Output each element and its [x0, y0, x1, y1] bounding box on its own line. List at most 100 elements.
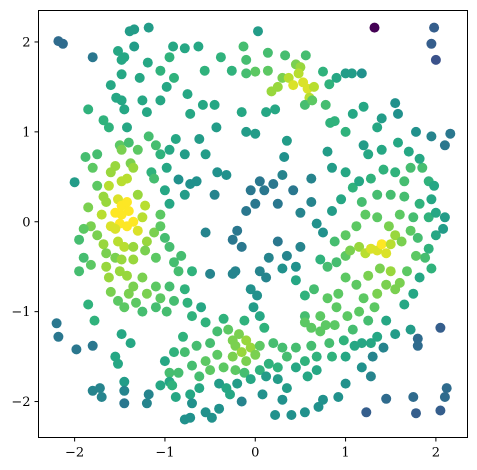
scatter-point-274 [87, 340, 98, 351]
scatter-point-355 [360, 209, 371, 220]
scatter-point-23 [199, 65, 210, 76]
scatter-point-360 [423, 212, 434, 223]
scatter-point-312 [331, 302, 342, 313]
scatter-point-117 [200, 149, 211, 160]
scatter-point-348 [412, 232, 423, 243]
scatter-point-259 [236, 396, 247, 407]
scatter-point-419 [277, 170, 288, 180]
scatter-point-395 [250, 198, 261, 209]
scatter-point-264 [185, 412, 196, 423]
scatter-point-417 [306, 173, 317, 184]
y-tick-label: −1 [11, 305, 30, 320]
scatter-point-155 [141, 236, 152, 247]
x-tick-label: 2 [432, 446, 440, 461]
scatter-point-99 [105, 167, 116, 178]
scatter-point-421 [361, 407, 372, 418]
scatter-point-21 [164, 52, 175, 63]
scatter-point-185 [169, 295, 179, 306]
scatter-point-207 [245, 342, 256, 353]
scatter-point-401 [288, 185, 299, 196]
scatter-point-440 [311, 365, 322, 376]
scatter-point-330 [290, 275, 301, 286]
scatter-point-85 [376, 113, 387, 124]
scatter-point-70 [236, 107, 247, 118]
scatter-point-322 [414, 272, 425, 283]
scatter-point-199 [200, 317, 211, 328]
scatter-point-400 [295, 207, 306, 218]
scatter-point-93 [92, 149, 103, 160]
scatter-point-201 [218, 313, 229, 324]
scatter-point-237 [272, 362, 283, 373]
scatter-point-230 [194, 371, 205, 382]
scatter-point-349 [423, 243, 434, 254]
scatter-point-128 [92, 180, 103, 191]
scatter-point-374 [365, 173, 376, 184]
scatter-point-384 [393, 137, 403, 148]
scatter-point-227 [164, 367, 175, 378]
scatter-point-175 [103, 272, 114, 283]
scatter-point-257 [257, 389, 268, 400]
scatter-point-208 [236, 347, 247, 358]
scatter-point-174 [101, 261, 112, 272]
scatter-point-361 [430, 207, 441, 218]
scatter-point-6 [430, 54, 441, 65]
scatter-point-247 [170, 392, 181, 402]
scatter-point-182 [150, 281, 161, 292]
scatter-point-176 [114, 266, 125, 277]
scatter-point-409 [252, 290, 263, 301]
scatter-point-303 [385, 266, 396, 277]
scatter-point-97 [123, 137, 134, 148]
x-tick-label: −2 [65, 446, 84, 461]
scatter-point-231 [205, 365, 216, 376]
scatter-point-67 [197, 99, 208, 110]
scatter-point-91 [439, 140, 450, 151]
scatter-point-75 [281, 135, 292, 146]
scatter-point-189 [113, 295, 123, 306]
scatter-point-30 [253, 26, 263, 37]
scatter-point-240 [125, 338, 136, 349]
scatter-point-154 [128, 241, 139, 252]
scatter-point-8 [129, 24, 140, 35]
y-tick-label: 2 [22, 35, 30, 50]
scatter-point-385 [403, 146, 414, 157]
scatter-point-438 [290, 362, 301, 373]
scatter-point-120 [209, 189, 220, 200]
scatter-point-48 [324, 79, 335, 90]
scatter-point-394 [241, 206, 252, 216]
scatter-point-0 [369, 22, 380, 33]
scatter-point-347 [405, 225, 416, 236]
scatter-point-436 [333, 392, 344, 402]
scatter-point-383 [376, 144, 387, 155]
scatter-point-64 [161, 81, 172, 92]
scatter-point-393 [236, 241, 247, 252]
scatter-point-71 [241, 126, 252, 137]
scatter-point-324 [420, 252, 431, 263]
scatter-point-405 [261, 272, 272, 283]
scatter-point-68 [209, 99, 220, 110]
scatter-point-248 [185, 389, 196, 400]
scatter-point-428 [435, 322, 446, 333]
scatter-point-439 [302, 371, 313, 382]
scatter-point-2 [57, 38, 68, 49]
scatter-point-359 [408, 212, 419, 223]
scatter-point-161 [116, 254, 127, 265]
scatter-point-47 [318, 66, 328, 77]
scatter-point-105 [128, 162, 139, 173]
scatter-point-267 [286, 410, 297, 420]
scatter-point-55 [119, 104, 130, 115]
scatter-point-309 [340, 272, 351, 283]
scatter-point-194 [161, 306, 172, 317]
scatter-point-301 [372, 288, 383, 299]
scatter-point-415 [318, 227, 328, 238]
scatter-point-425 [435, 405, 446, 416]
scatter-point-375 [378, 164, 389, 175]
scatter-point-318 [390, 329, 401, 340]
scatter-point-391 [232, 225, 243, 236]
scatter-point-334 [322, 261, 333, 272]
scatter-point-326 [402, 266, 412, 277]
scatter-point-389 [327, 162, 337, 173]
scatter-point-432 [367, 351, 378, 362]
scatter-point-358 [394, 209, 405, 220]
scatter-point-144 [137, 212, 148, 223]
